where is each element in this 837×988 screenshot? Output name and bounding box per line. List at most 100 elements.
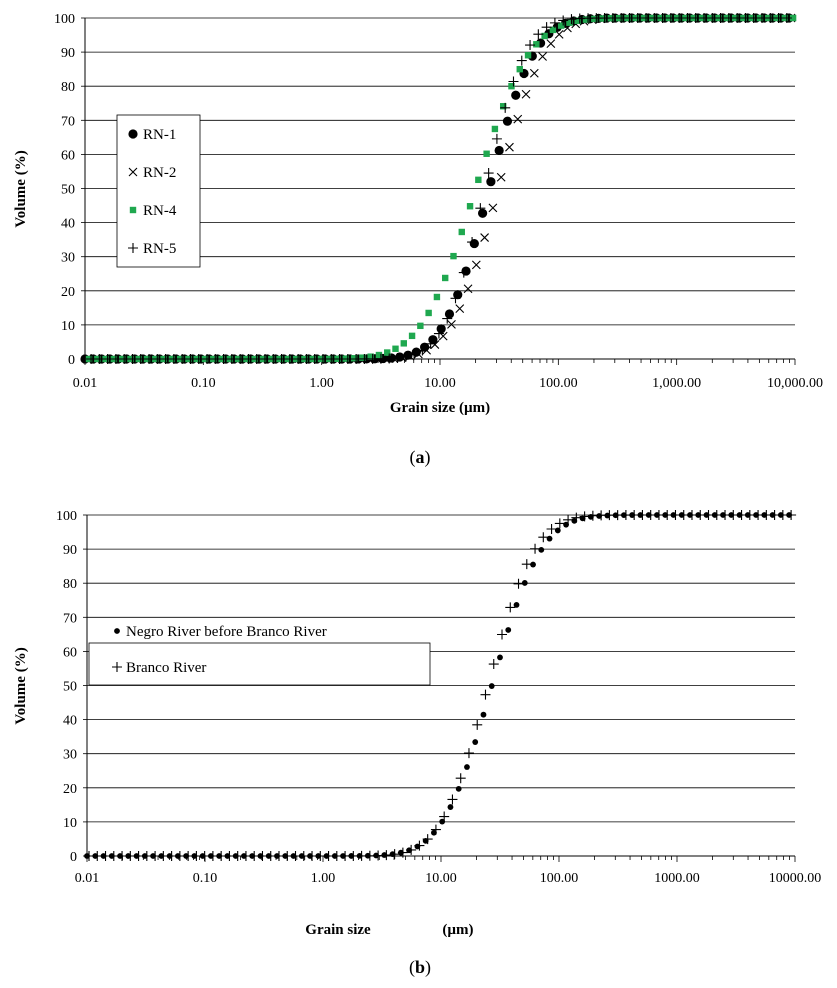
data-point: [480, 711, 487, 718]
y-tick-label: 80: [63, 577, 77, 592]
y-tick-label: 100: [54, 12, 75, 27]
data-point: [511, 90, 521, 100]
data-point: [524, 52, 532, 59]
y-tick-label: 90: [63, 543, 77, 558]
x-tick-labels-a: 0.01 0.10 1.00 10.00 100.00 1,000.00 10,000.00: [73, 376, 823, 391]
data-point: [463, 284, 473, 294]
data-point: [381, 850, 392, 861]
data-point: [508, 76, 519, 87]
data-point: [409, 349, 420, 360]
legend-entry-rn4: RN-4: [143, 203, 177, 219]
data-point: [533, 29, 544, 40]
data-point: [574, 17, 581, 25]
x-tick-label: 100.00: [539, 376, 578, 391]
data-point: [557, 22, 565, 29]
data-point: [408, 332, 416, 340]
data-point: [442, 313, 453, 324]
x-tick-label: 1.00: [311, 871, 336, 886]
legend-markers-b: [112, 628, 122, 672]
data-points-b: [84, 510, 797, 861]
data-point: [450, 293, 461, 304]
x-tick-label: 100.00: [540, 871, 579, 886]
data-point: [392, 345, 399, 352]
data-point: [400, 351, 411, 362]
data-point: [384, 353, 395, 364]
data-point: [480, 689, 491, 700]
legend-box-b: [88, 642, 431, 686]
data-point: [483, 150, 490, 157]
data-point: [472, 739, 479, 745]
data-point: [521, 580, 528, 586]
legend-entry-rn5: RN-5: [143, 241, 176, 257]
x-tick-label: 10.00: [425, 871, 457, 886]
data-point: [571, 512, 582, 523]
gridlines-a: [81, 17, 795, 360]
data-point: [546, 535, 553, 542]
data-point: [467, 237, 478, 248]
legend-marker-negro: [114, 628, 120, 634]
data-point: [447, 804, 454, 810]
series-branco-river: [84, 510, 797, 861]
data-point: [414, 840, 425, 851]
data-point: [483, 168, 494, 179]
y-tick-labels-a: 0 10 20 30 40 50 60 70 80 90 100: [54, 12, 75, 368]
data-point: [786, 510, 797, 520]
data-point: [533, 41, 540, 48]
x-axis-title-b-left: Grain size: [305, 922, 371, 938]
data-point: [513, 114, 523, 124]
data-point: [471, 260, 481, 270]
data-point: [389, 849, 400, 860]
data-point: [579, 511, 590, 522]
y-tick-label: 70: [63, 611, 77, 626]
data-point: [475, 203, 486, 214]
x-tick-label: 0.10: [193, 871, 218, 886]
data-point: [461, 266, 471, 276]
data-point: [541, 32, 548, 40]
data-point: [375, 351, 383, 359]
data-point: [502, 116, 513, 126]
data-point: [530, 561, 536, 568]
x-tick-label: 1000.00: [654, 871, 700, 886]
legend-markers-a: [128, 129, 138, 253]
data-point: [497, 629, 508, 640]
data-points-a: [80, 13, 797, 364]
legend-marker-branco: [112, 662, 122, 672]
data-point: [450, 252, 457, 260]
y-tick-label: 70: [61, 114, 75, 129]
data-point: [439, 811, 450, 822]
y-tick-label: 40: [61, 217, 75, 232]
data-point: [458, 267, 469, 278]
data-point: [538, 532, 549, 543]
data-point: [447, 319, 456, 329]
data-point: [508, 83, 515, 90]
y-tick-label: 0: [68, 353, 75, 368]
x-axis-title-b-right: (µm): [442, 922, 473, 938]
data-point: [541, 22, 552, 33]
data-point: [546, 39, 556, 49]
legend-a: RN-1 RN-2 RN-4 RN-5: [116, 114, 201, 268]
data-point: [430, 824, 441, 835]
data-point: [566, 19, 573, 26]
data-point: [525, 40, 536, 51]
data-point: [488, 203, 498, 213]
data-point: [516, 65, 523, 73]
data-point: [397, 847, 408, 858]
data-point: [591, 15, 598, 23]
data-point: [563, 514, 574, 525]
legend-b: Negro River before Branco River Branco R…: [88, 624, 431, 686]
legend-marker-rn-4: [129, 206, 137, 214]
data-point: [505, 142, 514, 152]
data-point: [582, 16, 590, 23]
data-point: [566, 14, 577, 25]
y-tick-label: 30: [61, 251, 75, 266]
data-point: [442, 274, 449, 282]
x-tick-label: 0.01: [73, 376, 98, 391]
panel-label-b: (b): [409, 957, 431, 978]
legend-entry-branco: Branco River: [126, 660, 206, 676]
data-point: [433, 293, 441, 301]
data-point: [422, 834, 433, 845]
data-point: [538, 52, 547, 61]
legend-entry-negro: Negro River before Branco River: [126, 624, 327, 640]
data-point: [350, 355, 358, 362]
